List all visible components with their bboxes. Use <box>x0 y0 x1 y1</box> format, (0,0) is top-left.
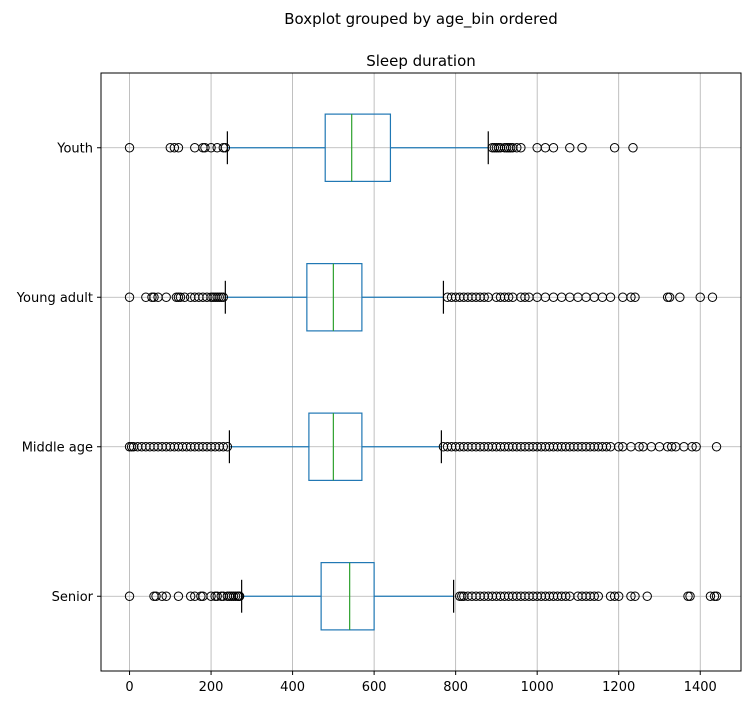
outlier-point <box>151 591 161 601</box>
outlier-point <box>609 143 620 153</box>
outlier-point <box>614 591 624 601</box>
outlier-point <box>626 591 636 601</box>
chart-title: Sleep duration <box>366 52 476 70</box>
chart-suptitle: Boxplot grouped by age_bin ordered <box>284 10 557 29</box>
outlier-point <box>561 591 571 601</box>
outlier-point <box>161 591 171 601</box>
box <box>308 412 363 481</box>
outlier-point <box>173 591 184 601</box>
x-tick-label: 800 <box>443 680 468 695</box>
outlier-point <box>520 292 530 302</box>
outlier-point <box>589 591 599 601</box>
y-axis: Senior Middle age Young adult Youth <box>16 141 101 605</box>
box <box>324 113 392 182</box>
grid-layer <box>101 73 741 671</box>
outlier-point <box>691 442 701 452</box>
outlier-point <box>634 442 644 452</box>
outlier-point <box>707 292 718 302</box>
outlier-point <box>577 143 587 153</box>
outlier-point <box>218 292 228 302</box>
outlier-point <box>161 292 171 302</box>
outlier-point <box>685 591 695 601</box>
outlier-point <box>206 143 216 153</box>
outlier-point <box>173 143 184 153</box>
x-tick-label: 600 <box>362 680 387 695</box>
outlier-point <box>149 292 159 302</box>
x-tick-label: 0 <box>125 680 133 695</box>
outlier-point <box>206 591 216 601</box>
outlier-point <box>124 292 135 302</box>
axes-frame <box>100 72 742 672</box>
y-tick-label: Young adult <box>16 291 93 306</box>
x-tick-label: 1400 <box>684 680 717 695</box>
outlier-point <box>593 591 604 601</box>
y-tick-label: Senior <box>52 590 94 605</box>
outlier-point <box>605 292 616 302</box>
outlier-point <box>667 442 677 452</box>
outlier-point <box>124 143 135 153</box>
outlier-point <box>169 143 180 153</box>
outlier-point <box>185 591 196 601</box>
outlier-point <box>628 143 638 153</box>
outlier-point <box>695 292 705 302</box>
outlier-point <box>614 442 624 452</box>
outlier-point <box>630 591 640 601</box>
outlier-point <box>642 591 652 601</box>
outlier-point <box>664 292 675 302</box>
box <box>306 263 363 332</box>
outlier-point <box>175 292 186 302</box>
x-tick-label: 400 <box>280 680 305 695</box>
outlier-point <box>479 292 489 302</box>
box-group <box>124 263 718 332</box>
y-tick-label: Middle age <box>22 440 93 455</box>
outlier-point <box>516 143 526 153</box>
outlier-point <box>179 292 190 302</box>
outlier-point <box>711 442 722 452</box>
outlier-point <box>675 292 685 302</box>
x-tick-label: 1000 <box>521 680 554 695</box>
outlier-point <box>503 292 514 302</box>
outlier-point <box>626 292 636 302</box>
outlier-point <box>705 591 716 601</box>
outlier-point <box>212 591 222 601</box>
outlier-point <box>512 143 522 153</box>
outlier-point <box>609 591 620 601</box>
outlier-point <box>157 591 167 601</box>
box <box>320 562 375 631</box>
box-group <box>124 113 638 182</box>
outlier-point <box>222 442 233 452</box>
outlier-point <box>711 591 722 601</box>
outlier-point <box>220 143 231 153</box>
outlier-point <box>548 143 559 153</box>
outlier-point <box>200 143 210 153</box>
outlier-point <box>630 292 640 302</box>
box-group <box>124 412 722 481</box>
outlier-point <box>218 442 228 452</box>
outlier-point <box>234 591 245 601</box>
outlier-point <box>565 143 575 153</box>
outlier-point <box>687 442 697 452</box>
y-tick-label: Youth <box>56 141 93 156</box>
x-tick-label: 200 <box>199 680 224 695</box>
x-axis: 0 200 400 600 800 1000 1200 1400 <box>125 671 717 695</box>
outlier-point <box>601 442 612 452</box>
outlier-point <box>124 591 135 601</box>
x-tick-label: 1200 <box>602 680 635 695</box>
box-layer <box>124 113 722 631</box>
box-group <box>124 562 722 631</box>
